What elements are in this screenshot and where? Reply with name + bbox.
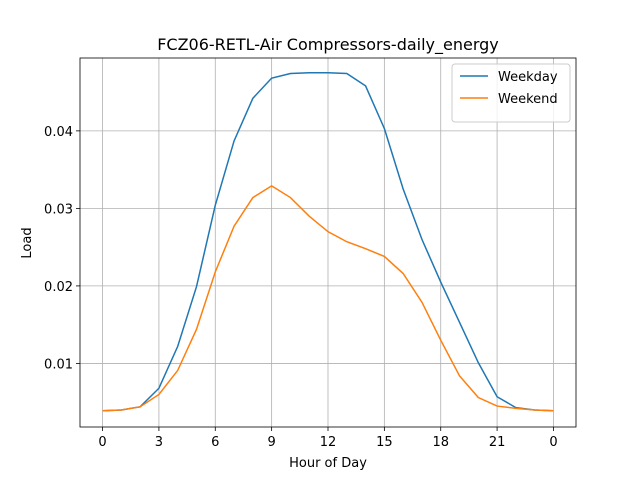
plot-frame [79,57,577,428]
legend-box [451,63,571,123]
y-tick-label: 0.02 [44,280,73,295]
y-tick-label: 0.04 [44,125,73,140]
x-axis-label: Hour of Day [289,456,367,471]
x-tick-label: 15 [376,435,393,450]
data-line [102,71,554,412]
x-tick-label: 18 [432,435,449,450]
x-tick-label: 12 [320,435,337,450]
x-tick-label: 3 [155,435,163,450]
y-tick-label: 0.01 [44,357,73,372]
legend-label: Weekday [498,70,558,85]
x-tick-label: 6 [211,435,219,450]
data-line [102,185,554,412]
legend-label: Weekend [498,92,558,107]
y-axis-label: Load [20,227,35,258]
y-tick-label: 0.03 [44,202,73,217]
x-tick-label: 21 [489,435,506,450]
x-tick-label: 0 [549,435,557,450]
x-tick-label: 9 [267,435,275,450]
x-tick-label: 0 [98,435,106,450]
chart-title: FCZ06-RETL-Air Compressors-daily_energy [157,35,499,55]
